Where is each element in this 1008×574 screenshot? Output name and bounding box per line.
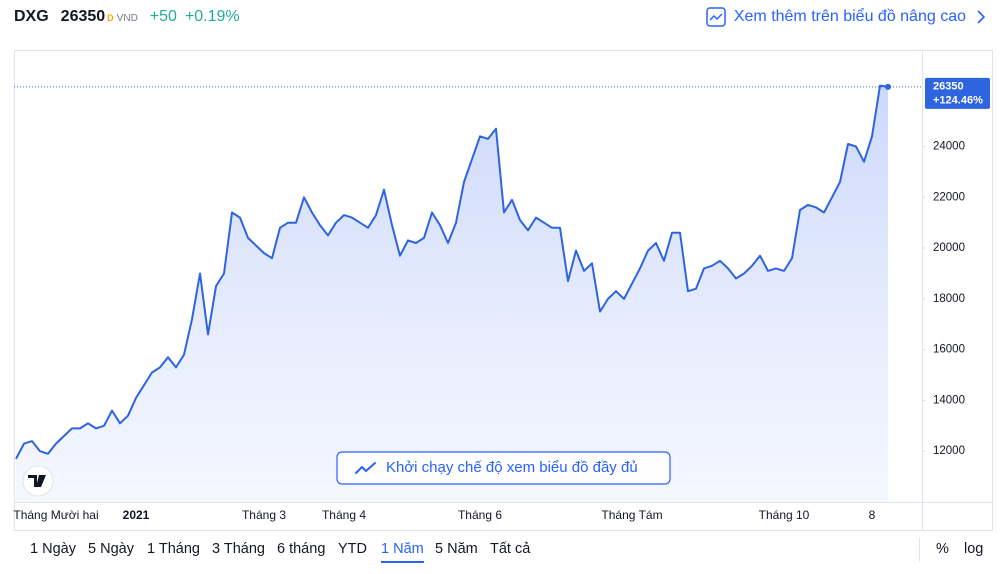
fullscreen-label[interactable]: Khởi chạy chế độ xem biểu đồ đầy đủ (386, 459, 638, 476)
quote-header: DXG 26350 D VND +50 +0.19% (14, 8, 248, 30)
price-line (15, 84, 889, 460)
change-label: +124.46% (933, 95, 983, 107)
y-tick-label: 20000 (933, 242, 965, 254)
y-tick-label: 14000 (933, 394, 965, 406)
range-button[interactable]: 5 Năm (435, 541, 478, 557)
y-tick-label: 12000 (933, 445, 965, 457)
range-button[interactable]: Tất cả (490, 541, 531, 557)
x-tick-label: Tháng 6 (458, 508, 502, 522)
last-point (885, 83, 891, 90)
tv-logo (22, 465, 54, 497)
range-button[interactable]: 5 Ngày (88, 541, 134, 557)
range-button[interactable]: 1 Ngày (30, 541, 76, 557)
range-button[interactable]: YTD (338, 541, 367, 557)
chevron (977, 10, 986, 24)
symbol: DXG (14, 8, 49, 25)
advanced-link[interactable]: Xem thêm trên biểu đồ nâng cao (706, 7, 986, 27)
area-fill (16, 85, 888, 502)
delay-flag: D (107, 13, 114, 23)
change: +50 (149, 8, 177, 25)
change-percent: +0.19% (184, 8, 240, 25)
range-button[interactable]: 6 tháng (277, 541, 326, 557)
y-tick-label: 16000 (933, 344, 965, 356)
currency: VND (116, 13, 138, 24)
percent-toggle[interactable]: % (936, 541, 949, 557)
last-price-badge (925, 77, 990, 109)
x-tick-label: Tháng 3 (242, 508, 286, 522)
y-tick-label: 24000 (933, 141, 965, 153)
x-tick-label: Tháng Tám (601, 508, 662, 522)
log-toggle[interactable]: log (964, 541, 984, 557)
range-button[interactable]: 1 Tháng (147, 541, 200, 557)
x-tick-label: 2021 (123, 508, 150, 522)
x-tick-label: Tháng 10 (759, 508, 810, 522)
x-tick-label: 8 (869, 508, 876, 522)
x-tick-label: Tháng 4 (322, 508, 366, 522)
range-button[interactable]: 3 Tháng (212, 541, 265, 557)
y-tick-label: 18000 (933, 293, 965, 305)
fullscreen-button[interactable]: Khởi chạy chế độ xem biểu đồ đầy đủ (336, 451, 671, 485)
frame (14, 50, 993, 562)
chart-icon (706, 7, 726, 27)
x-tick-label: Tháng Mười hai (13, 508, 98, 522)
price: 26350 (60, 8, 106, 25)
last-price-label: 26350 (933, 81, 964, 93)
advanced-link-text[interactable]: Xem thêm trên biểu đồ nâng cao (733, 8, 966, 25)
y-tick-label: 22000 (933, 191, 965, 203)
plot-area: 12000 14000 16000 18000 20000 22000 24000 Tháng… (13, 77, 990, 522)
range-button[interactable]: 1 Năm (381, 541, 424, 563)
